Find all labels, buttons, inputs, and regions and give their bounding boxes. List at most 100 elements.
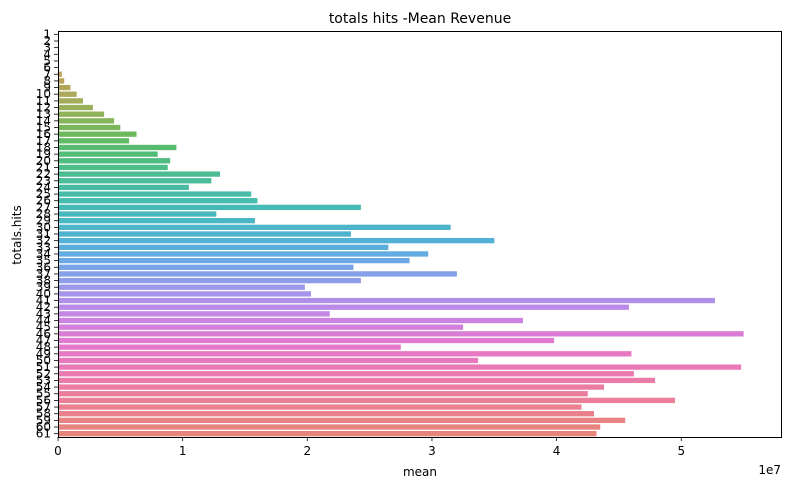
bar-49: [58, 351, 632, 357]
y-tick-label: 44: [36, 314, 51, 328]
bars-layer: [58, 71, 744, 437]
x-tick-label: 1: [179, 444, 187, 458]
y-tick-label: 8: [43, 74, 51, 88]
y-tick-label: 10: [36, 87, 51, 101]
bar-48: [58, 344, 401, 350]
y-tick-label: 43: [36, 307, 51, 321]
y-tick-label: 3: [43, 41, 51, 55]
y-tick-label: 23: [36, 174, 51, 188]
y-tick-label: 26: [36, 194, 51, 208]
bar-23: [58, 178, 212, 184]
bar-54: [58, 384, 604, 390]
y-tick-label: 32: [36, 234, 51, 248]
y-tick-label: 51: [36, 360, 51, 374]
y-tick-label: 41: [36, 294, 51, 308]
bar-21: [58, 164, 168, 171]
y-tick-label: 5: [43, 54, 51, 68]
bar-14: [58, 118, 115, 124]
x-tick-label: 2: [303, 444, 311, 458]
x-tick-label: 0: [54, 444, 62, 458]
y-tick-label: 47: [36, 333, 51, 347]
y-tick-label: 16: [36, 127, 51, 141]
bar-40: [58, 291, 312, 297]
bar-37: [58, 271, 457, 277]
y-axis-title: totals.hits: [10, 205, 24, 264]
bar-55: [58, 391, 588, 397]
bar-16: [58, 131, 137, 137]
bar-28: [58, 211, 217, 217]
y-tick-label: 42: [36, 300, 51, 314]
y-tick-label: 28: [36, 207, 51, 221]
y-tick-label: 58: [36, 407, 51, 421]
y-tick-label: 37: [36, 267, 51, 281]
bar-13: [58, 111, 105, 117]
bar-42: [58, 304, 629, 310]
bar-35: [58, 257, 410, 264]
y-tick-label: 15: [36, 121, 51, 135]
bar-45: [58, 324, 464, 330]
y-tick-label: 11: [36, 94, 51, 108]
y-tick-label: 22: [36, 167, 51, 181]
y-tick-label: 9: [43, 81, 51, 95]
y-tick-label: 20: [36, 154, 51, 168]
bar-36: [58, 264, 354, 270]
y-tick-label: 54: [36, 380, 51, 394]
y-tick-label: 61: [36, 427, 51, 441]
bar-39: [58, 284, 305, 290]
plot-area-frame: [58, 31, 782, 438]
y-tick-label: 7: [43, 67, 51, 81]
bar-11: [58, 98, 83, 104]
bar-7: [58, 71, 62, 77]
y-tick-label: 4: [43, 47, 51, 61]
y-tick-label: 25: [36, 187, 51, 201]
y-tick-label: 53: [36, 373, 51, 387]
bar-29: [58, 218, 255, 224]
x-tick-label: 4: [553, 444, 561, 458]
y-tick-label: 13: [36, 107, 51, 121]
bar-22: [58, 171, 221, 177]
bar-17: [58, 138, 130, 144]
y-tick-label: 30: [36, 220, 51, 234]
bar-31: [58, 231, 351, 237]
bar-53: [58, 377, 656, 384]
x-axis-offset-label: 1e7: [758, 463, 781, 477]
y-tick-label: 52: [36, 367, 51, 381]
bar-44: [58, 317, 523, 324]
bar-19: [58, 151, 158, 157]
y-tick-label: 12: [36, 101, 51, 115]
bar-15: [58, 124, 121, 131]
y-tick-label: 33: [36, 240, 51, 254]
y-tick-label: 36: [36, 260, 51, 274]
bar-24: [58, 184, 189, 191]
bar-56: [58, 397, 676, 404]
bar-58: [58, 411, 595, 417]
y-tick-label: 35: [36, 254, 51, 268]
y-tick-label: 55: [36, 387, 51, 401]
y-tick-label: 14: [36, 114, 51, 128]
y-tick-label: 24: [36, 180, 51, 194]
y-tick-label: 21: [36, 160, 51, 174]
y-tick-label: 27: [36, 200, 51, 214]
y-tick-label: 18: [36, 140, 51, 154]
y-tick-label: 57: [36, 400, 51, 414]
y-tick-label: 56: [36, 393, 51, 407]
bar-61: [58, 431, 597, 437]
bar-18: [58, 144, 177, 151]
y-tick-label: 38: [36, 274, 51, 288]
bar-30: [58, 224, 451, 231]
y-tick-label: 6: [43, 61, 51, 75]
bar-12: [58, 104, 93, 111]
y-tick-label: 31: [36, 227, 51, 241]
y-tick-label: 45: [36, 320, 51, 334]
bar-38: [58, 277, 361, 284]
bar-51: [58, 364, 742, 370]
y-tick-label: 40: [36, 287, 51, 301]
bar-52: [58, 371, 634, 377]
y-tick-label: 48: [36, 340, 51, 354]
x-axis-ticks: 0 1 2 3 4 5: [54, 437, 685, 458]
x-tick-label: 5: [677, 444, 685, 458]
y-tick-label: 46: [36, 327, 51, 341]
bar-9: [58, 84, 71, 91]
